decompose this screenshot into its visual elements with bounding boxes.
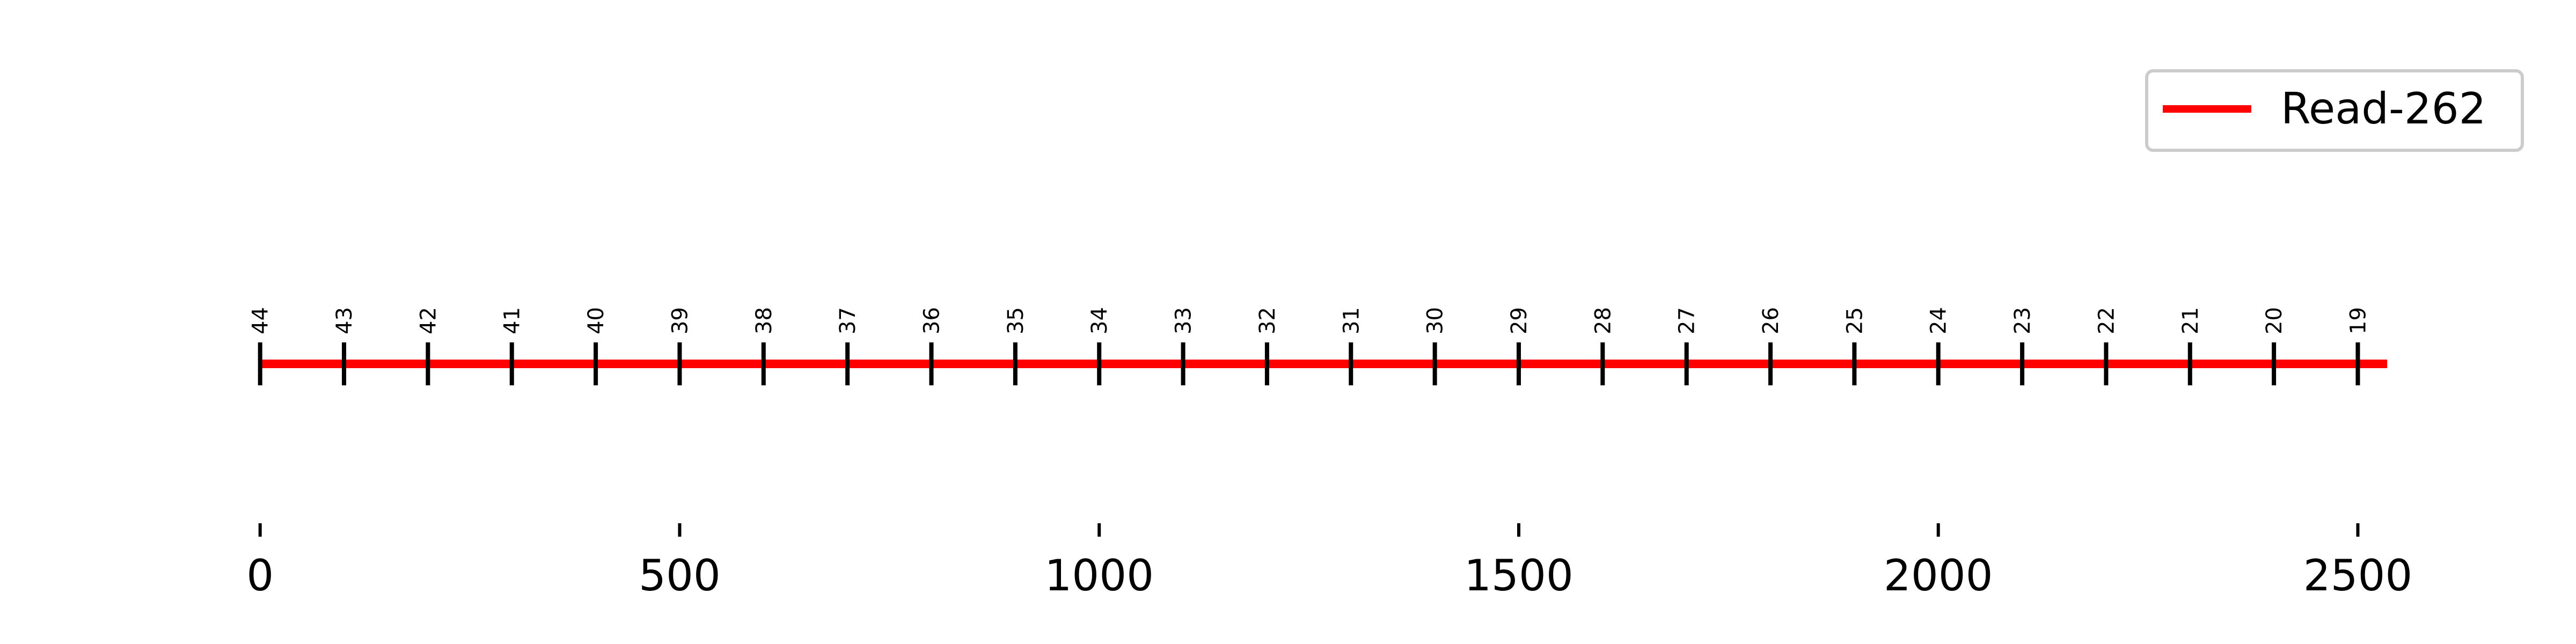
legend: Read-262 (2145, 69, 2524, 152)
read-position-label: 22 (2094, 307, 2119, 334)
read-position-label: 36 (920, 307, 945, 334)
x-axis-tick-label: 1000 (1044, 551, 1154, 601)
x-axis-tick-label: 0 (246, 551, 274, 601)
read-position-label: 26 (1759, 307, 1783, 334)
read-position-label: 39 (668, 307, 692, 334)
read-position-label: 25 (1842, 307, 1867, 334)
read-position-label: 44 (248, 307, 273, 334)
read-position-label: 34 (1087, 307, 1112, 334)
legend-box (2145, 69, 2524, 152)
read-position-label: 35 (1004, 307, 1028, 334)
read-position-label: 24 (1927, 307, 1951, 334)
x-axis-tick-label: 2500 (2303, 551, 2413, 601)
read-position-label: 40 (584, 307, 609, 334)
read-position-label: 37 (836, 307, 860, 334)
read-position-label: 33 (1172, 307, 1196, 334)
read-position-label: 23 (2010, 307, 2035, 334)
x-axis: 0 500 1000 1500 2000 2500 (246, 523, 2412, 601)
read-position-label: 30 (1423, 307, 1448, 334)
read-position-label: 20 (2262, 307, 2287, 334)
read-position-label: 43 (332, 307, 357, 334)
read-position-label: 38 (752, 307, 777, 334)
read-position-label: 32 (1255, 307, 1280, 334)
read-position-label: 27 (1675, 307, 1700, 334)
read-track: 44 43 42 41 40 39 38 37 36 35 34 33 32 31 30 29 28 27 26 25… (248, 307, 2388, 385)
x-axis-tick-label: 1500 (1464, 551, 1574, 601)
legend-label-read-262: Read-262 (2281, 84, 2486, 134)
read-position-label: 28 (1591, 307, 1615, 334)
read-position-label: 31 (1339, 307, 1364, 334)
read-position-label: 42 (416, 307, 441, 334)
read-position-label: 21 (2178, 307, 2203, 334)
x-axis-tick-label: 2000 (1884, 551, 1993, 601)
read-position-label: 41 (500, 307, 525, 334)
read-position-label: 19 (2346, 307, 2370, 334)
read-position-label: 29 (1507, 307, 1532, 334)
x-axis-tick-label: 500 (639, 551, 721, 601)
